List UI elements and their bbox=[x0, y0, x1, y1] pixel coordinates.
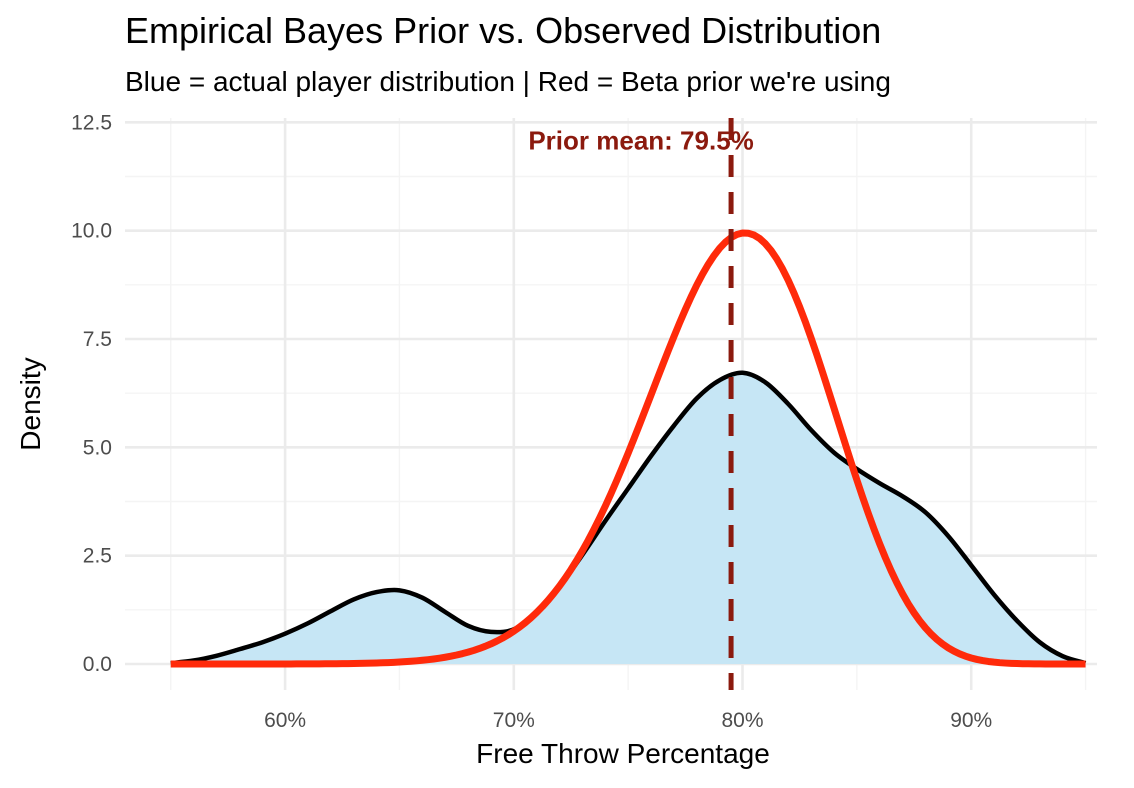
plot-area bbox=[170, 229, 1087, 668]
axis-labels: 60% 70% 80% 90% 0.0 2.5 5.0 7.5 10.0 12.5 bbox=[71, 111, 992, 732]
y-tick-label: 5.0 bbox=[83, 436, 112, 459]
prior-mean-label: Prior mean: 79.5% bbox=[528, 126, 753, 156]
y-axis-title: Density bbox=[15, 357, 46, 450]
chart-title: Empirical Bayes Prior vs. Observed Distr… bbox=[125, 10, 882, 51]
x-tick-label: 90% bbox=[950, 709, 992, 732]
x-tick-label: 60% bbox=[264, 709, 306, 732]
y-tick-label: 12.5 bbox=[71, 111, 112, 134]
x-tick-label: 80% bbox=[721, 709, 763, 732]
x-tick-label: 70% bbox=[493, 709, 535, 732]
chart-subtitle: Blue = actual player distribution | Red … bbox=[125, 66, 891, 97]
x-axis-title: Free Throw Percentage bbox=[476, 738, 770, 769]
y-tick-label: 0.0 bbox=[83, 653, 112, 676]
reference-layer: Prior mean: 79.5% bbox=[528, 118, 754, 690]
y-tick-label: 10.0 bbox=[71, 220, 112, 243]
observed-density-line bbox=[170, 370, 1087, 666]
y-tick-label: 2.5 bbox=[83, 545, 112, 568]
beta-prior-curve bbox=[170, 229, 1086, 668]
y-tick-label: 7.5 bbox=[83, 328, 112, 351]
